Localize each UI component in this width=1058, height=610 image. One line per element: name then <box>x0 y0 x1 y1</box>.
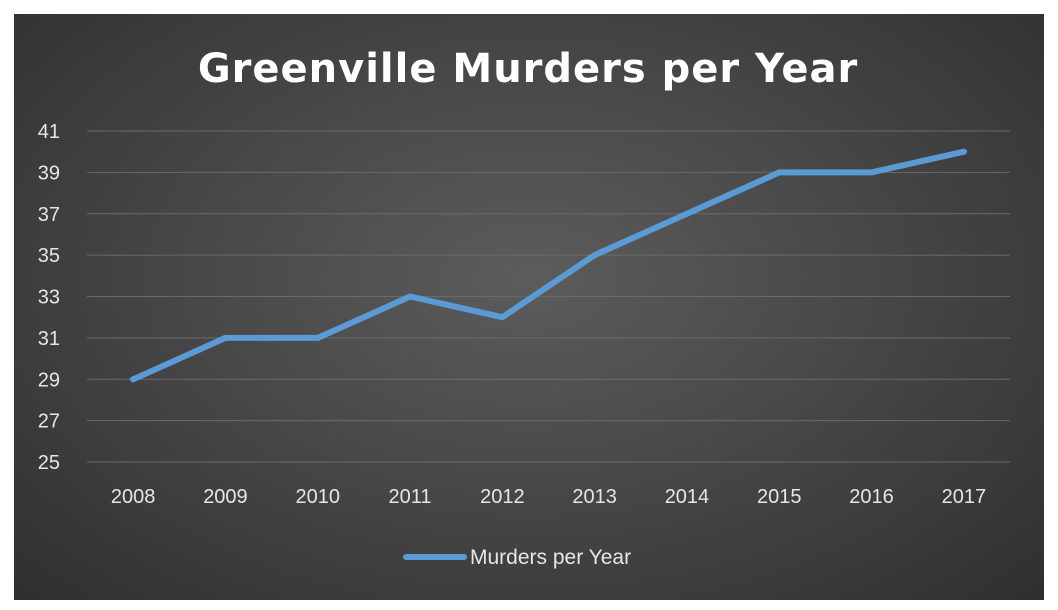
x-tick-label: 2011 <box>389 486 432 508</box>
y-tick-label: 35 <box>38 245 60 267</box>
data-point <box>314 334 321 341</box>
x-tick-label: 2010 <box>296 486 341 508</box>
y-tick-label: 37 <box>38 204 60 226</box>
y-tick-label: 39 <box>38 162 60 184</box>
series-line <box>130 148 967 383</box>
line-chart: Greenville Murders per Year 25 27 29 31 33 35… <box>38 46 1010 569</box>
data-point <box>868 169 875 176</box>
data-point <box>499 314 506 321</box>
data-point <box>591 252 598 259</box>
x-tick-label: 2014 <box>665 486 710 508</box>
x-tick-label: 2016 <box>849 486 894 508</box>
chart-title: Greenville Murders per Year <box>198 46 858 92</box>
x-axis-ticks: 2008 2009 2010 2011 2012 2013 2014 2015 2016 2017 <box>111 486 986 508</box>
data-point <box>683 210 690 217</box>
y-tick-label: 29 <box>38 369 60 391</box>
data-point <box>776 169 783 176</box>
x-tick-label: 2008 <box>111 486 156 508</box>
data-point <box>960 148 967 155</box>
data-point <box>222 334 229 341</box>
data-point <box>407 293 414 300</box>
x-tick-label: 2013 <box>572 486 617 508</box>
x-tick-label: 2009 <box>203 486 248 508</box>
x-tick-label: 2012 <box>480 486 525 508</box>
series-layer <box>130 148 967 383</box>
chart-area: Greenville Murders per Year 25 27 29 31 33 35… <box>14 14 1044 600</box>
legend-label: Murders per Year <box>470 546 631 569</box>
x-tick-label: 2015 <box>757 486 802 508</box>
legend: Murders per Year <box>403 546 631 569</box>
y-axis-ticks: 25 27 29 31 33 35 37 39 41 <box>38 121 60 474</box>
x-tick-label: 2017 <box>942 486 987 508</box>
y-tick-label: 41 <box>38 121 60 143</box>
y-tick-label: 31 <box>38 328 60 350</box>
y-tick-label: 27 <box>38 411 60 433</box>
y-tick-label: 33 <box>38 287 60 309</box>
y-tick-label: 25 <box>38 452 60 474</box>
gridlines <box>87 130 1010 463</box>
data-point <box>130 376 137 383</box>
